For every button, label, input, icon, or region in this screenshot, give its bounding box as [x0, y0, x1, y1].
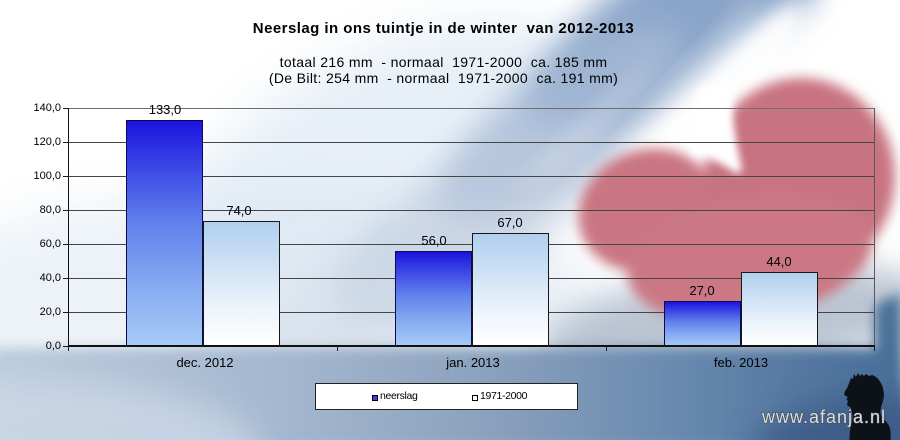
svg-text:www.afanja.nl: www.afanja.nl	[761, 407, 886, 427]
